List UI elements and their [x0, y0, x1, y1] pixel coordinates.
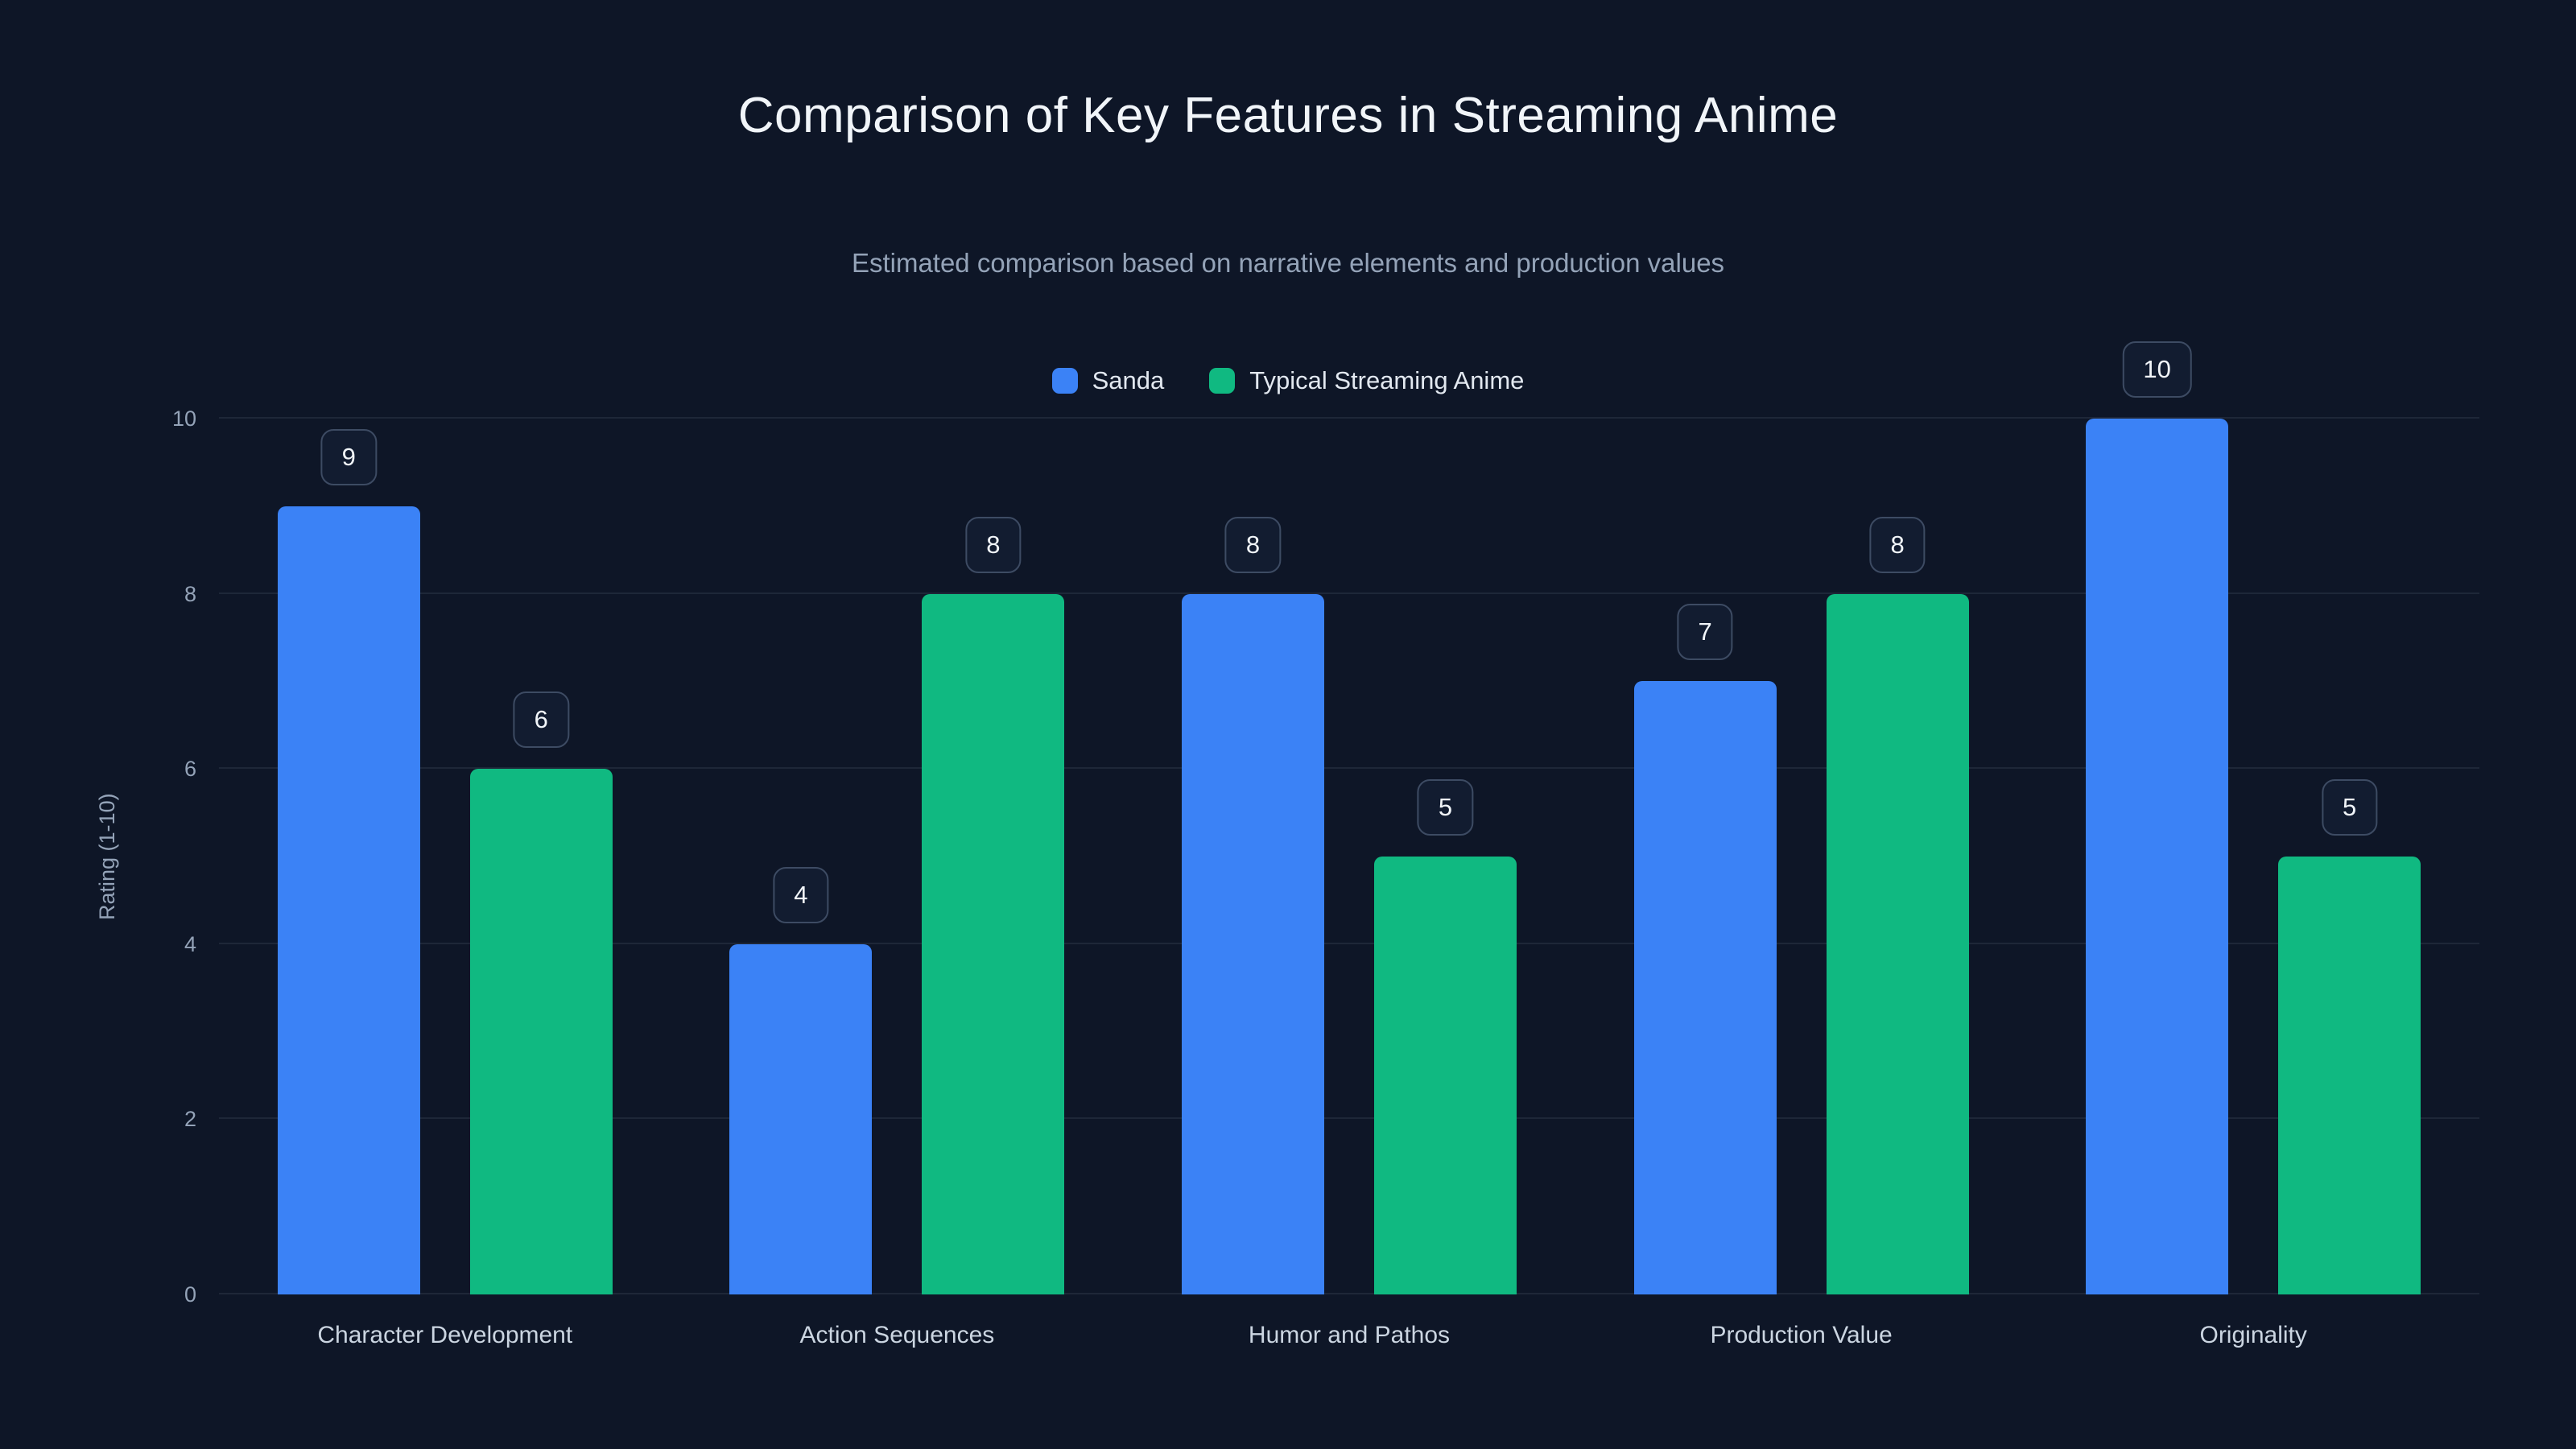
bar-value-badge: 5 — [2322, 779, 2378, 836]
x-axis-category-label: Humor and Pathos — [1248, 1322, 1451, 1348]
gridline — [219, 417, 2479, 419]
y-axis-title: Rating (1-10) — [95, 793, 119, 920]
x-axis-category-label: Character Development — [317, 1322, 573, 1348]
y-tick-label: 10 — [171, 407, 196, 431]
legend-swatch-icon — [1051, 368, 1078, 394]
chart-subtitle: Estimated comparison based on narrative … — [851, 248, 1725, 278]
y-tick-label: 2 — [184, 1107, 196, 1132]
bar-typical-streaming-anime: 5 — [1373, 779, 1517, 1294]
bar-typical-streaming-anime: 8 — [922, 516, 1065, 1294]
gridline — [219, 942, 2479, 944]
gridline — [219, 592, 2479, 594]
gridline — [219, 1293, 2479, 1294]
x-axis-category-label: Action Sequences — [799, 1322, 995, 1348]
y-tick-label: 0 — [184, 1282, 196, 1307]
legend-swatch-icon — [1209, 368, 1236, 394]
bar-value-badge: 6 — [513, 691, 569, 749]
bar-value-badge: 4 — [773, 866, 829, 923]
y-tick-label: 4 — [184, 931, 196, 956]
bar-groups: 9 6 4 8 8 5 7 8 10 5 — [219, 341, 2479, 1294]
legend-label: Sanda — [1092, 366, 1165, 394]
y-tick-label: 8 — [184, 581, 196, 606]
bar-value-badge: 8 — [965, 516, 1022, 573]
plot-area: 0 2 4 6 8 10 9 6 4 8 8 5 7 8 10 5 — [172, 341, 2479, 1306]
bar-group-4: 10 5 — [2027, 341, 2479, 1294]
bar-value-badge: 7 — [1677, 604, 1733, 661]
legend-label: Typical Streaming Anime — [1249, 366, 1525, 394]
bar-typical-streaming-anime: 5 — [2278, 779, 2421, 1294]
bar-sanda: 7 — [1633, 604, 1777, 1294]
y-tick-label: 6 — [184, 757, 196, 782]
legend-item-0: Sanda — [1051, 366, 1165, 395]
bar-value-badge: 8 — [1869, 516, 1926, 573]
bar-sanda: 10 — [2086, 341, 2229, 1294]
x-axis-category-label: Production Value — [1710, 1322, 1893, 1348]
legend-item-1: Typical Streaming Anime — [1209, 366, 1524, 395]
bar-value-badge: 5 — [1417, 779, 1474, 836]
bar-sanda: 8 — [1181, 516, 1324, 1294]
legend: Sanda Typical Streaming Anime — [0, 366, 2576, 395]
bar-typical-streaming-anime: 8 — [1826, 516, 1969, 1294]
gridline — [219, 767, 2479, 770]
bar-sanda: 9 — [277, 428, 420, 1294]
bar-sanda: 4 — [729, 866, 873, 1294]
gridline — [219, 1117, 2479, 1120]
bar-typical-streaming-anime: 6 — [469, 691, 613, 1294]
x-axis-category-label: Originality — [2199, 1322, 2307, 1348]
bar-value-badge: 10 — [2122, 341, 2192, 398]
bar-value-badge: 8 — [1224, 516, 1282, 573]
chart-title: Comparison of Key Features in Streaming … — [737, 88, 1839, 143]
bar-value-badge: 9 — [320, 428, 377, 485]
x-axis-labels: Character Development Action Sequences Hum… — [219, 1322, 2479, 1349]
